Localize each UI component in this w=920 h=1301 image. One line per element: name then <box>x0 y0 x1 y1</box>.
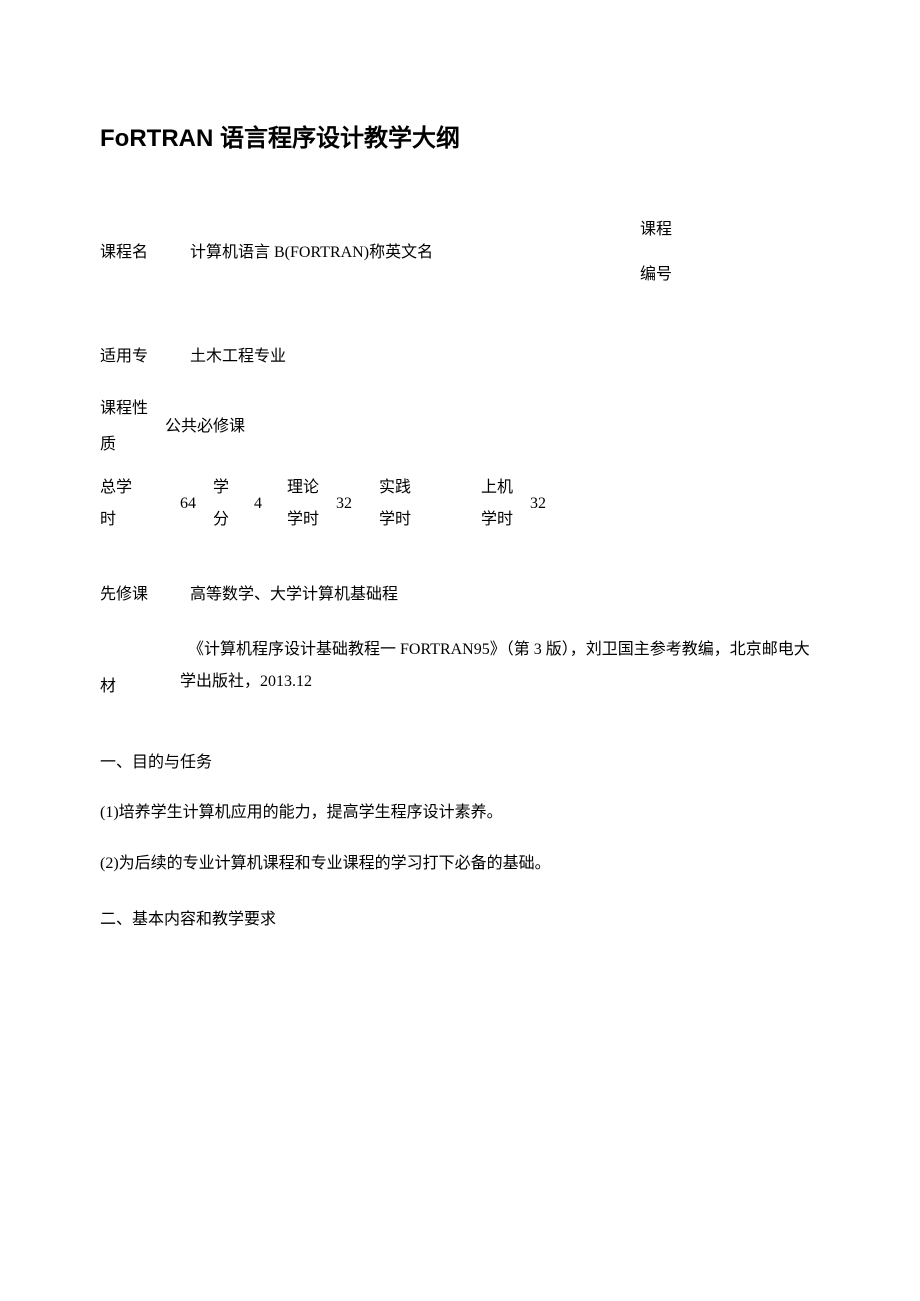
objective-item-2: (2)为后续的专业计算机课程和专业课程的学习打下必备的基础。 <box>100 851 820 877</box>
section-heading-1: 一、目的与任务 <box>100 750 820 776</box>
value-text: 土木工程专 <box>190 348 270 365</box>
label-suffix: 称英文名 <box>369 244 433 261</box>
label-part: 时 <box>100 504 150 536</box>
major-label: 适用专 <box>100 338 170 376</box>
document-title: FoRTRAN 语言程序设计教学大纲 <box>100 120 820 158</box>
label-part: 编号 <box>640 253 700 298</box>
label-part: 学时 <box>476 504 518 536</box>
label-part: 分 <box>200 504 242 536</box>
label-part: 先修课 <box>100 576 170 614</box>
label-part: 学时 <box>374 504 416 536</box>
course-number-label: 课程 编号 <box>640 208 700 298</box>
credits-label: 学 分 <box>200 472 242 536</box>
label-part: 学时 <box>282 504 324 536</box>
nature-value: 公共必修课 <box>165 414 245 440</box>
total-hours-value: 64 <box>150 491 200 517</box>
course-name-value: 计算机语言 B(FORTRAN)称英文名 <box>170 240 640 266</box>
row-course-name: 课程名 计算机语言 B(FORTRAN)称英文名 课程 编号 <box>100 208 820 298</box>
row-reference: 材 《计算机程序设计基础教程一 FORTRAN95》（第 3 版），刘卫国主参考… <box>100 634 820 700</box>
section-heading-2: 二、基本内容和教学要求 <box>100 907 820 933</box>
label-part: 课程 <box>640 208 700 253</box>
label-part: 质 <box>100 427 165 462</box>
label-part: 适用专 <box>100 338 170 376</box>
label-part: 理论 <box>282 472 324 504</box>
theory-label: 理论 学时 <box>282 472 324 536</box>
major-value: 土木工程专业 <box>170 344 286 370</box>
course-info-block: 课程名 计算机语言 B(FORTRAN)称英文名 课程 编号 适用专 土木工程专… <box>100 208 820 699</box>
label-suffix: 业 <box>270 348 286 365</box>
nature-label: 课程性 质 <box>100 391 165 461</box>
objective-item-1: (1)培养学生计算机应用的能力，提高学生程序设计素养。 <box>100 800 820 826</box>
label-part: 上机 <box>476 472 518 504</box>
label-part: 学 <box>200 472 242 504</box>
row-nature: 课程性 质 公共必修课 <box>100 391 820 461</box>
prereq-label: 先修课 <box>100 576 170 614</box>
label-part: 课程名 <box>100 231 170 276</box>
label-part: 实践 <box>374 472 416 504</box>
course-name-label: 课程名 <box>100 231 170 276</box>
value-text: 计算机语言 B(FORTRAN) <box>190 244 369 261</box>
ref-value: 《计算机程序设计基础教程一 FORTRAN95》（第 3 版），刘卫国主参考教编… <box>130 634 820 698</box>
credits-value: 4 <box>242 491 282 517</box>
computer-label: 上机 学时 <box>476 472 518 536</box>
row-hours: 总学 时 64 学 分 4 理论 学时 32 实践 学时 上机 学时 32 <box>100 472 820 536</box>
theory-value: 32 <box>324 491 374 517</box>
row-prerequisite: 先修课 高等数学、大学计算机基础程 <box>100 576 820 614</box>
value-text: 高等数学、大学计算机基础 <box>190 586 382 603</box>
row-major: 适用专 土木工程专业 <box>100 338 820 376</box>
ref-label: 材 <box>100 634 130 700</box>
label-part: 课程性 <box>100 391 165 426</box>
practice-label: 实践 学时 <box>374 472 416 536</box>
label-part: 总学 <box>100 472 150 504</box>
prereq-value: 高等数学、大学计算机基础程 <box>170 582 398 608</box>
total-hours-label: 总学 时 <box>100 472 150 536</box>
computer-value: 32 <box>518 491 558 517</box>
label-suffix: 程 <box>382 586 398 603</box>
